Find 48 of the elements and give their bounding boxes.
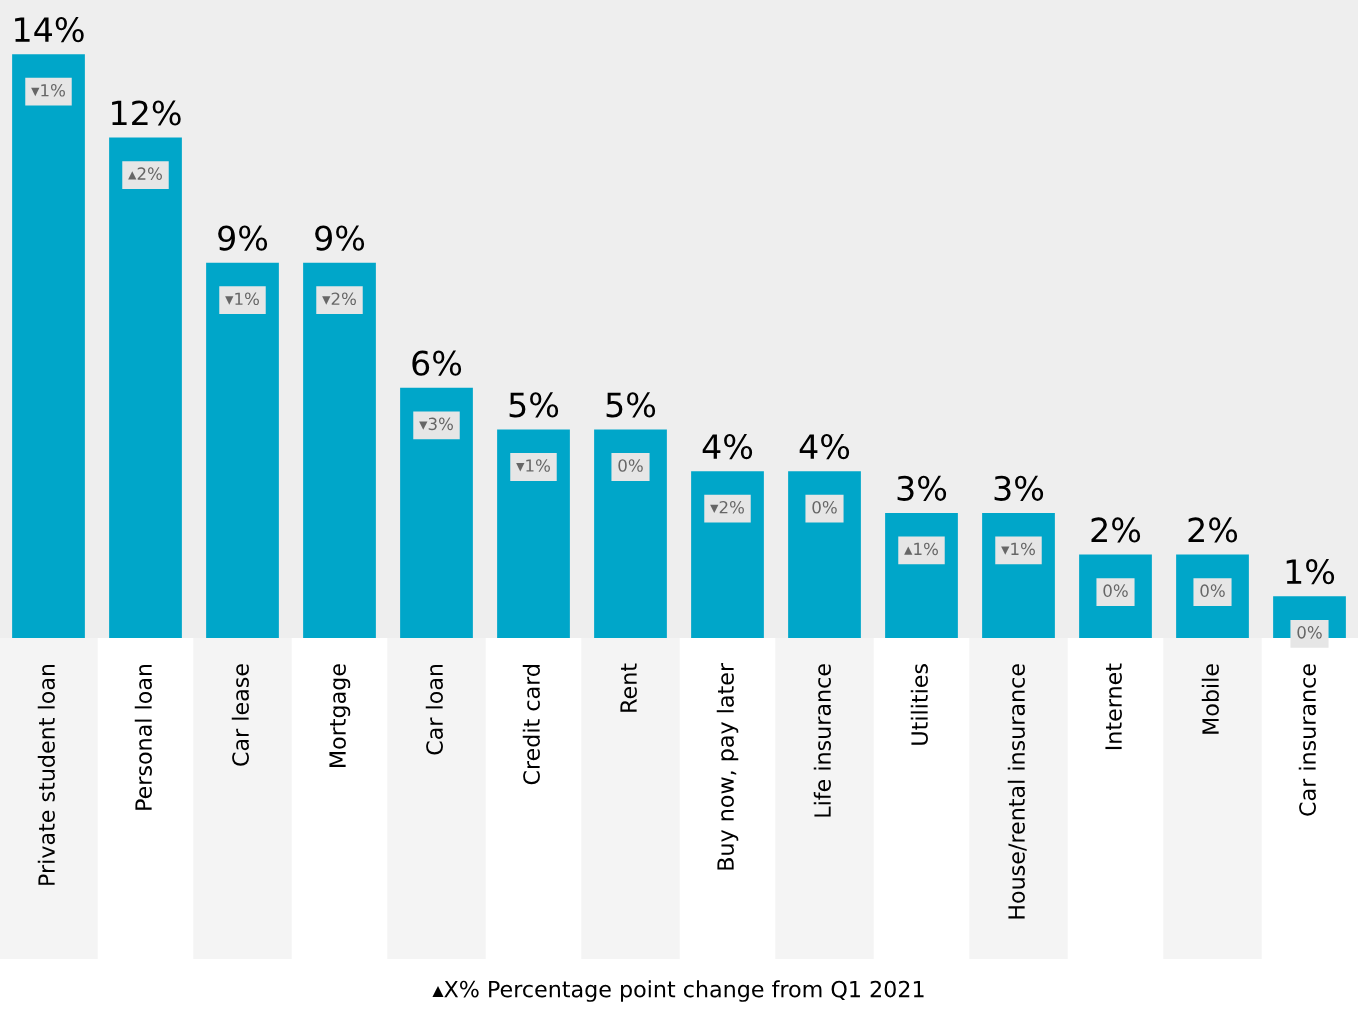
annotation: 0% xyxy=(1200,584,1225,597)
annotation: 0% xyxy=(1103,584,1128,597)
x-tick-label: Private student loan xyxy=(37,664,55,885)
bar xyxy=(885,512,958,638)
data-label: 12% xyxy=(112,100,181,126)
x-tick-label: Credit card xyxy=(522,665,540,785)
x-tick-label: Mortgage xyxy=(329,664,351,767)
annotation: ▾2% xyxy=(322,292,356,306)
annotation: ▴2% xyxy=(128,167,162,180)
annotation: 0% xyxy=(1297,626,1322,639)
data-label: 9% xyxy=(315,225,365,251)
bar xyxy=(497,429,570,638)
x-tick-label: Life insurance xyxy=(813,664,831,817)
x-tick-label: Mobile xyxy=(1201,664,1219,734)
data-label: 9% xyxy=(218,225,268,251)
text: ▴X% Percentage point change from Q1 2021 xyxy=(432,980,924,1002)
annotation: ▾1% xyxy=(516,459,550,472)
annotation: ▾3% xyxy=(419,417,453,431)
bar xyxy=(303,262,376,638)
annotation: ▾1% xyxy=(225,292,259,306)
data-label: 5% xyxy=(509,392,559,418)
x-tick-label: House/rental insurance xyxy=(1007,664,1027,919)
x-tick-label: Internet xyxy=(1105,663,1122,750)
data-label: 14% xyxy=(15,16,84,43)
data-label: 1% xyxy=(1286,559,1335,585)
x-tick-label: Car insurance xyxy=(1298,664,1316,816)
data-label: 3% xyxy=(897,475,947,501)
data-label: 3% xyxy=(994,475,1044,501)
bar xyxy=(109,137,182,638)
annotation: ▾1% xyxy=(1001,542,1035,556)
data-label: 5% xyxy=(606,392,656,418)
x-tick-label: Rent xyxy=(620,663,637,712)
data-label: 4% xyxy=(702,433,753,460)
x-tick-label: Utilities xyxy=(910,664,928,745)
annotation: 0% xyxy=(812,500,837,514)
data-label: 4% xyxy=(799,433,850,460)
annotation: ▾2% xyxy=(710,500,744,514)
annotation: ▾1% xyxy=(31,83,65,97)
annotation: 0% xyxy=(618,459,643,472)
x-tick-label: Car loan xyxy=(425,664,443,755)
x-tick-label: Buy now, pay later xyxy=(716,663,739,870)
data-label: 6% xyxy=(412,350,462,376)
annotation: ▴1% xyxy=(904,542,938,556)
x-tick-label: Personal loan xyxy=(134,664,152,810)
bar xyxy=(691,471,764,638)
data-label: 2% xyxy=(1188,517,1238,543)
data-label: 2% xyxy=(1091,517,1141,543)
x-tick-label: Car lease xyxy=(231,664,249,766)
